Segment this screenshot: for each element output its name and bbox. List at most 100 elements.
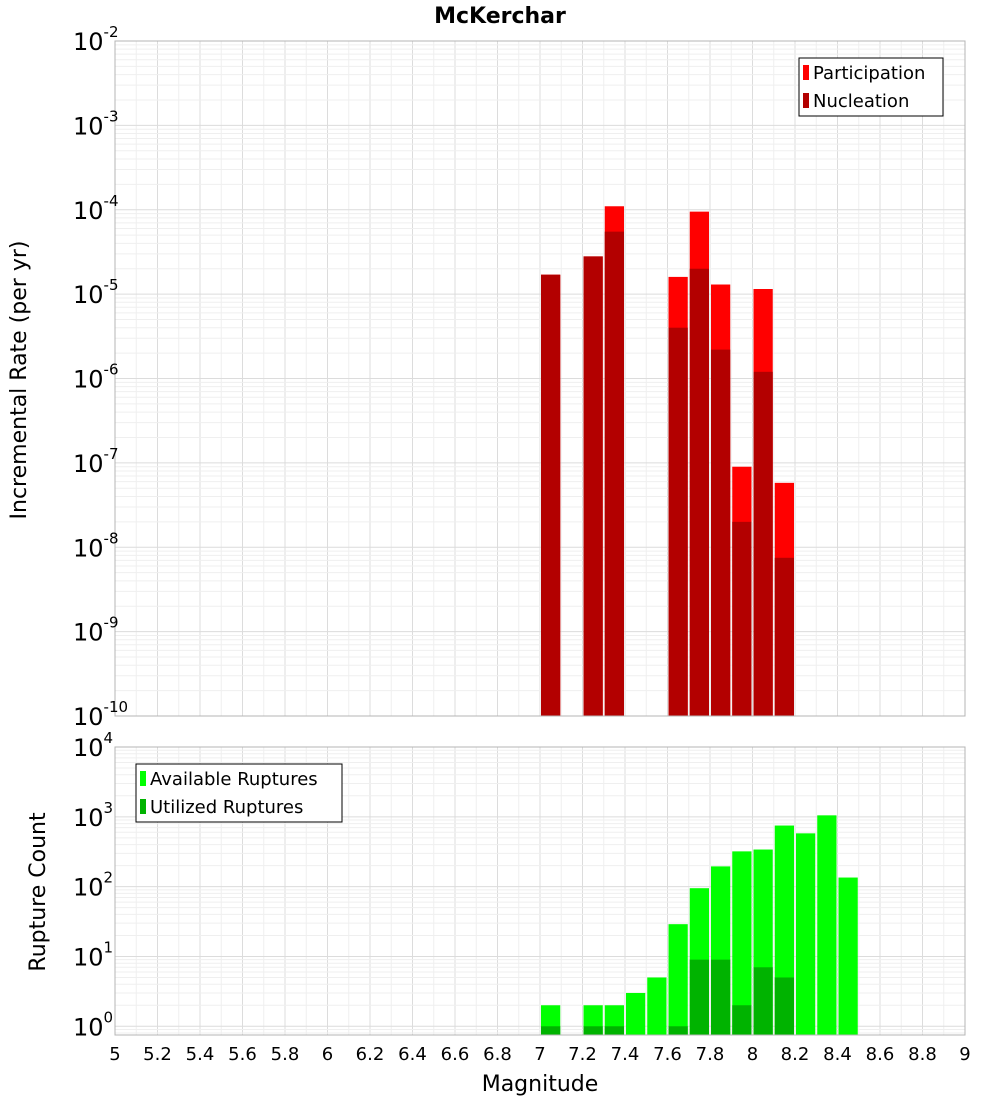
count-bar-utilized-ruptures-7.85: [711, 959, 731, 1035]
count-bars: [541, 815, 858, 1035]
count-bar-available-ruptures-7.55: [647, 977, 667, 1035]
count-bar-available-ruptures-8.25: [796, 833, 816, 1035]
rate-panel: 10-2 10-3 10-4 10-5 10-6 10-7 10-8 10-9 10-10 Par…: [73, 23, 966, 731]
x-tick-8.8: 8.8: [908, 1044, 937, 1065]
rate-bar-nucleation-7.25: [583, 256, 603, 716]
x-tick-5.2: 5.2: [143, 1044, 172, 1065]
x-tick-5.8: 5.8: [271, 1044, 300, 1065]
rate-y-tick--9: 10-9: [73, 614, 119, 647]
count-bar-available-ruptures-8.35: [817, 815, 837, 1035]
rate-y-axis-label: Incremental Rate (per yr): [7, 241, 32, 520]
legend-label-available-ruptures: Available Ruptures: [150, 769, 318, 790]
x-tick-8.2: 8.2: [781, 1044, 810, 1065]
rate-plot-frame: [114, 40, 966, 717]
count-y-tick-3: 103: [73, 799, 113, 832]
count-bar-utilized-ruptures-8.15: [774, 977, 794, 1035]
count-legend-box: [135, 763, 343, 823]
rate-y-tick-exponent--8: -8: [104, 529, 119, 547]
x-tick-6.8: 6.8: [483, 1044, 512, 1065]
rate-legend: Participation Nucleation: [798, 57, 944, 117]
rate-y-tick-exponent--4: -4: [104, 192, 119, 210]
rate-bar-nucleation-8.15: [774, 557, 794, 716]
rate-bar-nucleation-7.85: [711, 349, 731, 716]
rate-y-tick-exponent--7: -7: [104, 445, 119, 463]
magnitude-x-axis-label: Magnitude: [482, 1072, 599, 1097]
x-tick-5.6: 5.6: [228, 1044, 257, 1065]
rate-bars: [541, 206, 794, 716]
x-tick-6: 6: [322, 1044, 333, 1065]
x-tick-labels: 5 5.2 5.4 5.6 5.8 6 6.2 6.4 6.6 6.8 7 7.2 7.4 7.6 7.8 8…: [109, 1044, 970, 1065]
rate-bar-nucleation-8.05: [753, 371, 773, 716]
rate-bar-nucleation-7.05: [541, 274, 561, 716]
x-tick-9: 9: [959, 1044, 970, 1065]
x-tick-6.2: 6.2: [356, 1044, 385, 1065]
count-bar-available-ruptures-7.95: [732, 851, 752, 1035]
count-y-tick-2: 102: [73, 869, 113, 902]
count-y-tick-exponent-2: 2: [104, 869, 114, 887]
count-bar-utilized-ruptures-7.65: [668, 1026, 688, 1035]
x-tick-8.6: 8.6: [866, 1044, 895, 1065]
legend-label-nucleation: Nucleation: [813, 91, 909, 112]
x-tick-7.8: 7.8: [696, 1044, 725, 1065]
rate-y-tick--8: 10-8: [73, 529, 119, 562]
x-tick-7.2: 7.2: [568, 1044, 597, 1065]
count-bar-utilized-ruptures-7.05: [541, 1026, 561, 1035]
count-y-tick-1: 101: [73, 938, 113, 971]
rate-bar-nucleation-7.35: [604, 231, 624, 716]
count-bar-available-ruptures-7.65: [668, 924, 688, 1035]
rate-bar-nucleation-7.75: [689, 268, 709, 716]
count-bar-available-ruptures-7.45: [626, 992, 646, 1035]
rate-y-tick--3: 10-3: [73, 107, 119, 140]
rate-bar-nucleation-7.65: [668, 327, 688, 716]
chart-title: McKerchar: [434, 4, 566, 29]
rate-y-tick--7: 10-7: [73, 445, 119, 478]
count-y-tick-4: 104: [73, 729, 113, 762]
rate-y-tick--10: 10-10: [73, 698, 128, 731]
count-y-tick-exponent-0: 0: [104, 1008, 114, 1026]
rate-y-tick--4: 10-4: [73, 192, 119, 225]
x-tick-6.4: 6.4: [398, 1044, 427, 1065]
rate-bar-nucleation-7.95: [732, 521, 752, 716]
count-bar-utilized-ruptures-7.95: [732, 1005, 752, 1035]
rate-y-tick-exponent--3: -3: [104, 107, 119, 125]
rate-y-tick-exponent--2: -2: [104, 23, 119, 41]
rate-y-tick--6: 10-6: [73, 361, 119, 394]
count-y-tick-0: 100: [73, 1008, 113, 1041]
count-bar-utilized-ruptures-8.05: [753, 967, 773, 1035]
rate-legend-box: [798, 57, 944, 117]
count-plot-frame: [114, 746, 966, 1036]
count-y-axis-label: Rupture Count: [26, 812, 51, 972]
count-bar-utilized-ruptures-7.25: [583, 1026, 603, 1035]
x-tick-7: 7: [534, 1044, 545, 1065]
count-bar-utilized-ruptures-7.75: [689, 959, 709, 1035]
legend-label-participation: Participation: [813, 63, 925, 84]
x-tick-5.4: 5.4: [186, 1044, 215, 1065]
legend-swatch-participation: [803, 65, 809, 80]
x-tick-6.6: 6.6: [441, 1044, 470, 1065]
legend-label-utilized-ruptures: Utilized Ruptures: [150, 797, 303, 818]
rate-y-tick-exponent--10: -10: [104, 698, 129, 716]
count-legend: Available Ruptures Utilized Ruptures: [135, 763, 343, 823]
rate-y-tick-exponent--5: -5: [104, 276, 119, 294]
rate-y-tick-exponent--9: -9: [104, 614, 119, 632]
x-tick-5: 5: [109, 1044, 120, 1065]
x-tick-7.4: 7.4: [611, 1044, 640, 1065]
legend-swatch-utilized-ruptures: [140, 799, 146, 814]
count-y-tick-exponent-4: 4: [104, 729, 114, 747]
x-tick-7.6: 7.6: [653, 1044, 682, 1065]
count-bar-utilized-ruptures-7.35: [604, 1026, 624, 1035]
x-tick-8.4: 8.4: [823, 1044, 852, 1065]
count-y-tick-exponent-3: 3: [104, 799, 114, 817]
x-tick-8: 8: [747, 1044, 758, 1065]
legend-swatch-available-ruptures: [140, 771, 146, 786]
count-bar-available-ruptures-8.45: [838, 877, 858, 1035]
count-y-tick-exponent-1: 1: [104, 938, 114, 956]
rate-y-tick--2: 10-2: [73, 23, 119, 56]
rate-gridlines: [114, 41, 966, 717]
rate-y-tick-exponent--6: -6: [104, 361, 119, 379]
rate-y-tick--5: 10-5: [73, 276, 119, 309]
legend-swatch-nucleation: [803, 93, 809, 108]
